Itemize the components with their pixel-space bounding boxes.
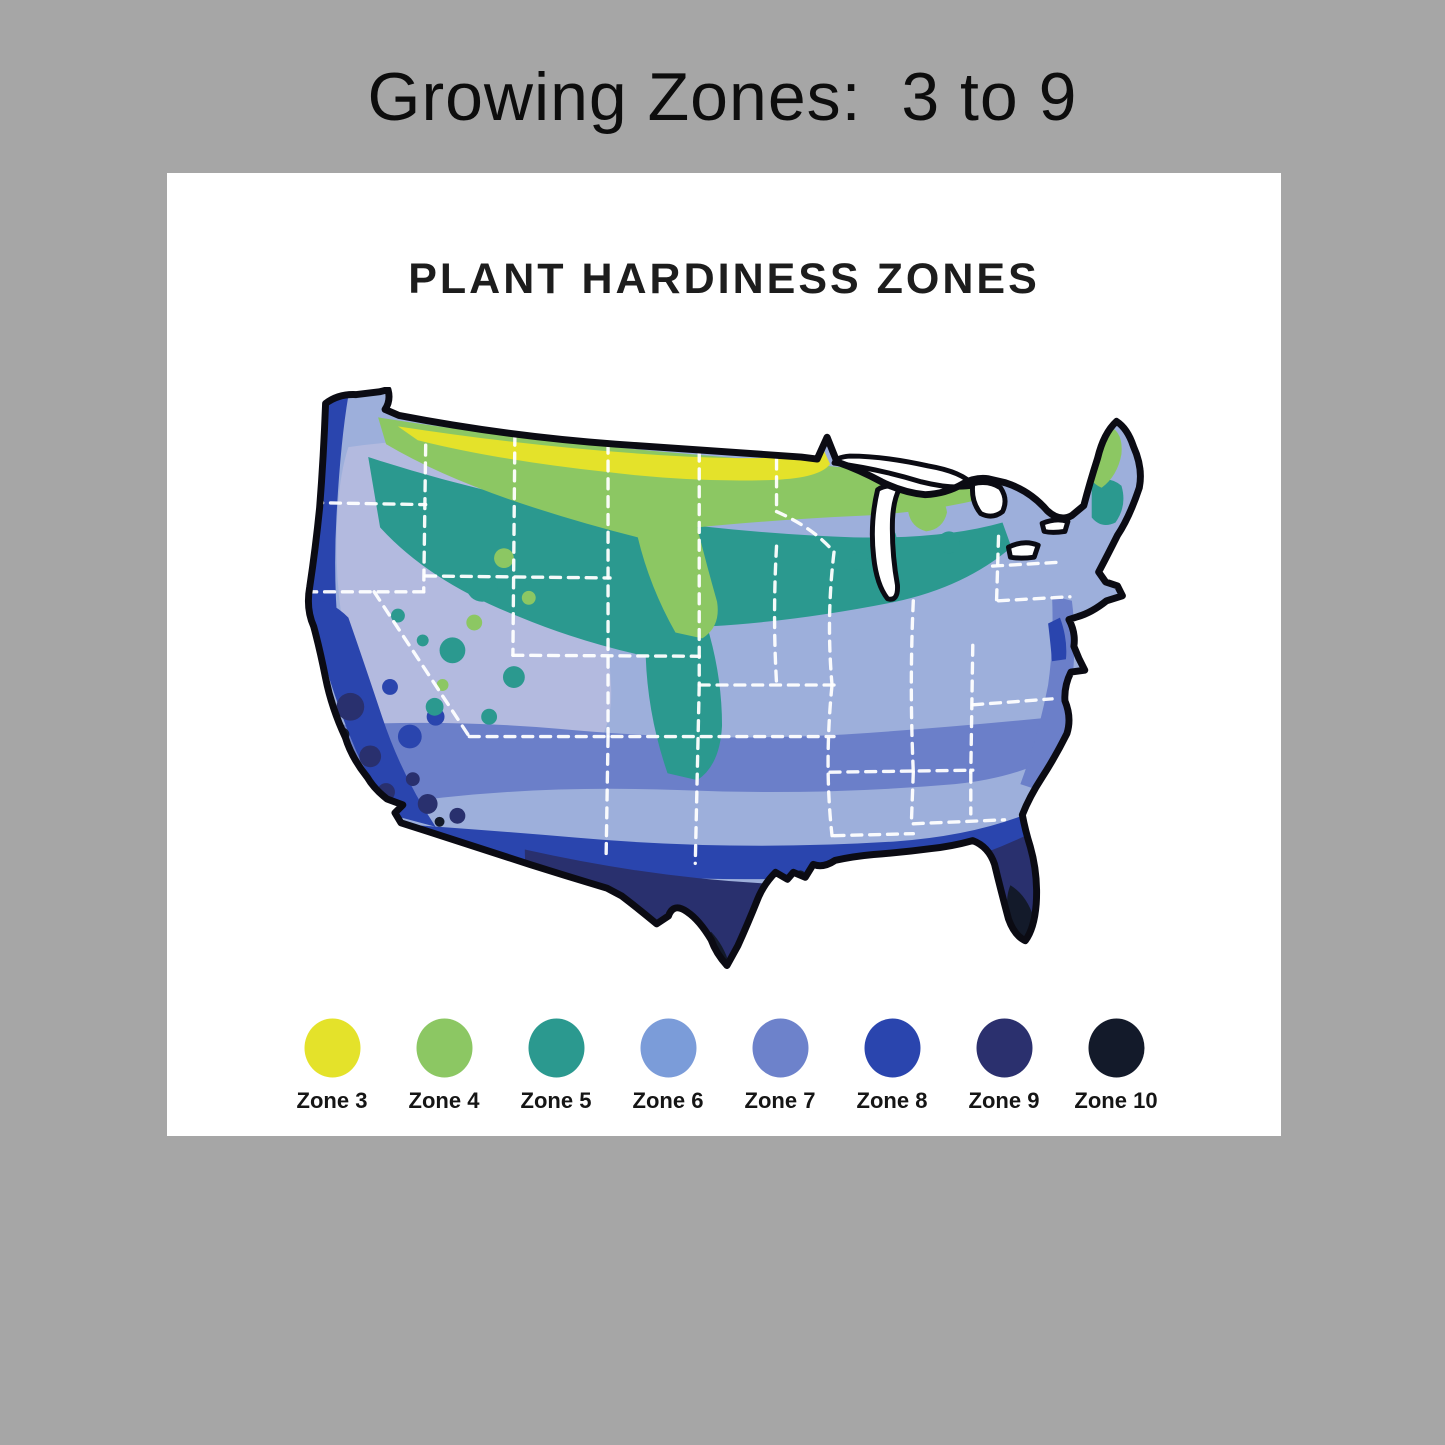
- legend-label: Zone 3: [296, 1088, 368, 1113]
- lake-huron: [969, 480, 1008, 519]
- hardiness-card: PLANT HARDINESS ZONES: [167, 173, 1281, 1136]
- legend-item-zone-7: Zone 7: [724, 1018, 836, 1114]
- legend-item-zone-6: Zone 6: [612, 1018, 724, 1114]
- zone-6-swatch-icon: [640, 1018, 696, 1078]
- us-map-svg: [304, 387, 1144, 969]
- zone-legend: Zone 3 Zone 4 Zone 5 Zone 6 Zone 7 Zone …: [167, 1018, 1281, 1114]
- page-title: Growing Zones: 3 to 9: [367, 59, 1078, 135]
- map-title: PLANT HARDINESS ZONES: [408, 255, 1040, 303]
- legend-label: Zone 10: [1074, 1088, 1158, 1113]
- zone-9-swatch-icon: [976, 1018, 1032, 1078]
- legend-item-zone-3: Zone 3: [276, 1018, 388, 1114]
- us-border-outline: [304, 387, 1144, 969]
- legend-label: Zone 5: [520, 1088, 592, 1113]
- legend-item-zone-4: Zone 4: [388, 1018, 500, 1114]
- lake-superior: [831, 453, 977, 490]
- zone-8-swatch-icon: [864, 1018, 920, 1078]
- legend-label: Zone 8: [856, 1088, 928, 1113]
- zone-3-swatch-icon: [304, 1018, 360, 1078]
- legend-label: Zone 7: [744, 1088, 816, 1113]
- zone3-region: [397, 426, 831, 481]
- legend-item-zone-9: Zone 9: [948, 1018, 1060, 1114]
- zone-7-swatch-icon: [752, 1018, 808, 1078]
- lake-ontario: [1039, 517, 1071, 535]
- zone-10-swatch-icon: [1088, 1018, 1144, 1078]
- zone-5-swatch-icon: [528, 1018, 584, 1078]
- legend-label: Zone 6: [632, 1088, 704, 1113]
- legend-label: Zone 4: [408, 1088, 480, 1113]
- legend-item-zone-5: Zone 5: [500, 1018, 612, 1114]
- zone-4-swatch-icon: [416, 1018, 472, 1078]
- state-borders: [308, 433, 1072, 866]
- legend-item-zone-10: Zone 10: [1060, 1018, 1172, 1114]
- legend-label: Zone 9: [968, 1088, 1040, 1113]
- us-hardiness-map: [279, 387, 1171, 983]
- lake-erie: [1005, 540, 1041, 561]
- legend-item-zone-8: Zone 8: [836, 1018, 948, 1114]
